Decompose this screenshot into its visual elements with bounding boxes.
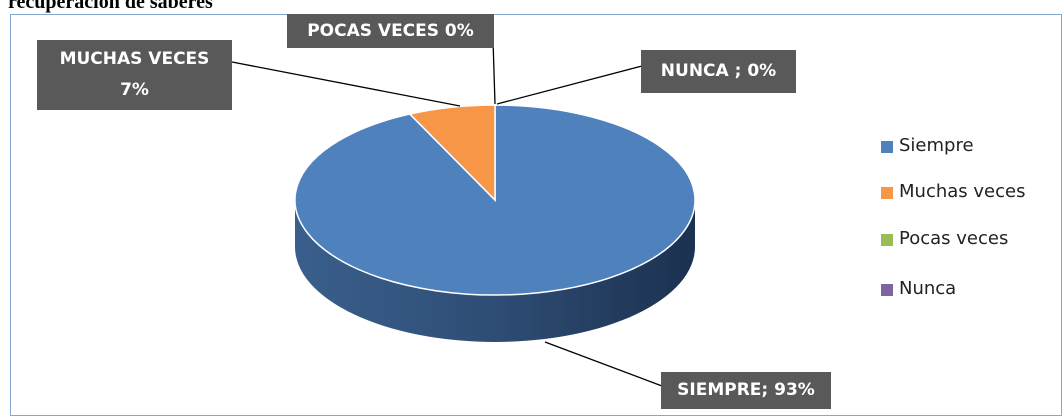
data-label: SIEMPRE; 93% [661, 372, 831, 409]
legend-swatch [881, 234, 893, 246]
leader-line [492, 39, 496, 105]
leader-lines [231, 39, 663, 387]
pie-slice [408, 104, 496, 202]
legend-swatch [881, 187, 893, 199]
legend-label: Pocas veces [899, 228, 1009, 249]
chart-title: recuperación de saberes [8, 0, 213, 13]
leader-line [231, 61, 461, 107]
legend-label: Siempre [899, 135, 974, 156]
leader-line [496, 65, 643, 105]
legend-swatch [881, 141, 893, 153]
leader-line [544, 341, 663, 387]
legend-label: Nunca [899, 278, 957, 299]
slice-side [295, 200, 695, 342]
legend-label: Muchas veces [899, 181, 1026, 202]
chart-frame [10, 14, 1062, 416]
data-label: MUCHAS VECES 7% [37, 40, 232, 110]
data-label: POCAS VECES 0% [287, 14, 494, 48]
legend-swatch [881, 284, 893, 296]
data-label: NUNCA ; 0% [641, 50, 796, 93]
